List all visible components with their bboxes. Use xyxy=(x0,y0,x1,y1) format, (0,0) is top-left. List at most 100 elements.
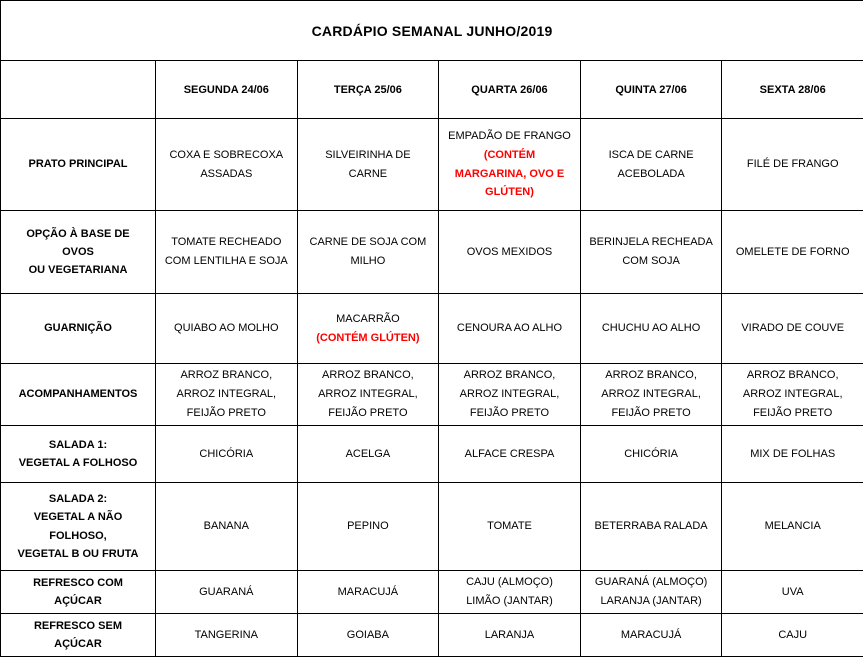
menu-cell: ARROZ BRANCO, ARROZ INTEGRAL, FEIJÃO PRE… xyxy=(297,364,439,426)
menu-cell: OVOS MEXIDOS xyxy=(439,211,581,294)
day-header: TERÇA 25/06 xyxy=(297,61,439,119)
menu-cell-text: ISCA DE CARNE ACEBOLADA xyxy=(589,146,714,183)
menu-cell-text: MACARRÃO xyxy=(306,310,431,329)
day-header: SEXTA 28/06 xyxy=(722,61,863,119)
menu-cell: CHUCHU AO ALHO xyxy=(580,294,722,364)
menu-cell-text: OMELETE DE FORNO xyxy=(730,243,855,262)
menu-cell-text: ALFACE CRESPA xyxy=(447,445,572,464)
menu-cell: UVA xyxy=(722,571,863,614)
menu-cell: ARROZ BRANCO, ARROZ INTEGRAL, FEIJÃO PRE… xyxy=(439,364,581,426)
menu-cell: ARROZ BRANCO, ARROZ INTEGRAL, FEIJÃO PRE… xyxy=(722,364,863,426)
menu-cell-text: CAJU (ALMOÇO) LIMÃO (JANTAR) xyxy=(447,573,572,610)
row-label: GUARNIÇÃO xyxy=(1,294,156,364)
menu-cell: OMELETE DE FORNO xyxy=(722,211,863,294)
menu-cell-text: GUARANÁ (ALMOÇO) LARANJA (JANTAR) xyxy=(589,573,714,610)
day-header: QUARTA 26/06 xyxy=(439,61,581,119)
menu-cell: MELANCIA xyxy=(722,483,863,571)
menu-cell-text: MIX DE FOLHAS xyxy=(730,445,855,464)
menu-cell: ALFACE CRESPA xyxy=(439,426,581,483)
row-label: REFRESCO SEM AÇÚCAR xyxy=(1,614,156,657)
menu-cell: ARROZ BRANCO, ARROZ INTEGRAL, FEIJÃO PRE… xyxy=(580,364,722,426)
menu-cell-text: VIRADO DE COUVE xyxy=(730,319,855,338)
menu-cell-text: OVOS MEXIDOS xyxy=(447,243,572,262)
menu-cell: TOMATE RECHEADO COM LENTILHA E SOJA xyxy=(156,211,298,294)
menu-cell-text: BERINJELA RECHEADA COM SOJA xyxy=(589,233,714,270)
row-label: OPÇÃO À BASE DE OVOS OU VEGETARIANA xyxy=(1,211,156,294)
menu-cell-text: MARACUJÁ xyxy=(306,583,431,602)
menu-cell-text: MARACUJÁ xyxy=(589,626,714,645)
menu-cell-text: LARANJA xyxy=(447,626,572,645)
menu-cell-text: FILÉ DE FRANGO xyxy=(730,155,855,174)
menu-cell: CARNE DE SOJA COM MILHO xyxy=(297,211,439,294)
page-title: CARDÁPIO SEMANAL JUNHO/2019 xyxy=(1,1,863,61)
menu-cell-text: ARROZ BRANCO, ARROZ INTEGRAL, FEIJÃO PRE… xyxy=(306,366,431,422)
menu-cell-text: MELANCIA xyxy=(730,517,855,536)
menu-cell: ISCA DE CARNE ACEBOLADA xyxy=(580,119,722,211)
menu-cell: QUIABO AO MOLHO xyxy=(156,294,298,364)
menu-cell: BETERRABA RALADA xyxy=(580,483,722,571)
title-row: CARDÁPIO SEMANAL JUNHO/2019 xyxy=(1,1,863,61)
menu-cell-text: ACELGA xyxy=(306,445,431,464)
menu-cell: TANGERINA xyxy=(156,614,298,657)
menu-cell: SILVEIRINHA DE CARNE xyxy=(297,119,439,211)
row-label: REFRESCO COM AÇÚCAR xyxy=(1,571,156,614)
menu-cell: COXA E SOBRECOXA ASSADAS xyxy=(156,119,298,211)
menu-cell-text: COXA E SOBRECOXA ASSADAS xyxy=(164,146,289,183)
menu-cell-text: ARROZ BRANCO, ARROZ INTEGRAL, FEIJÃO PRE… xyxy=(589,366,714,422)
menu-cell-text: BANANA xyxy=(164,517,289,536)
menu-cell: GOIABA xyxy=(297,614,439,657)
menu-cell: BERINJELA RECHEADA COM SOJA xyxy=(580,211,722,294)
menu-cell-text: CHICÓRIA xyxy=(164,445,289,464)
table-row: SALADA 2: VEGETAL A NÃO FOLHOSO, VEGETAL… xyxy=(1,483,863,571)
menu-cell-text: ARROZ BRANCO, ARROZ INTEGRAL, FEIJÃO PRE… xyxy=(730,366,855,422)
menu-cell: EMPADÃO DE FRANGO(CONTÉM MARGARINA, OVO … xyxy=(439,119,581,211)
menu-cell: TOMATE xyxy=(439,483,581,571)
menu-cell: MARACUJÁ xyxy=(297,571,439,614)
menu-cell-text: ARROZ BRANCO, ARROZ INTEGRAL, FEIJÃO PRE… xyxy=(164,366,289,422)
menu-cell-text: SILVEIRINHA DE CARNE xyxy=(306,146,431,183)
menu-cell-text: TOMATE xyxy=(447,517,572,536)
menu-cell-text: PEPINO xyxy=(306,517,431,536)
menu-cell: GUARANÁ xyxy=(156,571,298,614)
menu-cell: PEPINO xyxy=(297,483,439,571)
menu-cell-text: CARNE DE SOJA COM MILHO xyxy=(306,233,431,270)
menu-cell-text: GOIABA xyxy=(306,626,431,645)
row-label: ACOMPANHAMENTOS xyxy=(1,364,156,426)
menu-cell-text: CAJU xyxy=(730,626,855,645)
allergen-alert-text: (CONTÉM MARGARINA, OVO E GLÚTEN) xyxy=(447,146,572,202)
menu-cell-text: ARROZ BRANCO, ARROZ INTEGRAL, FEIJÃO PRE… xyxy=(447,366,572,422)
menu-cell: CHICÓRIA xyxy=(580,426,722,483)
menu-cell-text: CHUCHU AO ALHO xyxy=(589,319,714,338)
day-header: QUINTA 27/06 xyxy=(580,61,722,119)
menu-cell: CENOURA AO ALHO xyxy=(439,294,581,364)
menu-cell: MIX DE FOLHAS xyxy=(722,426,863,483)
menu-cell: LARANJA xyxy=(439,614,581,657)
menu-cell: FILÉ DE FRANGO xyxy=(722,119,863,211)
menu-cell: BANANA xyxy=(156,483,298,571)
menu-cell-text: TOMATE RECHEADO COM LENTILHA E SOJA xyxy=(164,233,289,270)
table-row: SALADA 1: VEGETAL A FOLHOSO CHICÓRIA ACELG… xyxy=(1,426,863,483)
menu-cell-text: UVA xyxy=(730,583,855,602)
menu-cell: ARROZ BRANCO, ARROZ INTEGRAL, FEIJÃO PRE… xyxy=(156,364,298,426)
day-header: SEGUNDA 24/06 xyxy=(156,61,298,119)
menu-cell-text: GUARANÁ xyxy=(164,583,289,602)
menu-cell: ACELGA xyxy=(297,426,439,483)
menu-cell: CAJU (ALMOÇO) LIMÃO (JANTAR) xyxy=(439,571,581,614)
row-label: PRATO PRINCIPAL xyxy=(1,119,156,211)
menu-cell-text: BETERRABA RALADA xyxy=(589,517,714,536)
menu-cell: CAJU xyxy=(722,614,863,657)
table-row: REFRESCO COM AÇÚCAR GUARANÁ MARACUJÁ CAJU (… xyxy=(1,571,863,614)
menu-cell-text: CENOURA AO ALHO xyxy=(447,319,572,338)
menu-cell: MARACUJÁ xyxy=(580,614,722,657)
menu-cell-text: EMPADÃO DE FRANGO xyxy=(447,127,572,146)
row-label: SALADA 1: VEGETAL A FOLHOSO xyxy=(1,426,156,483)
